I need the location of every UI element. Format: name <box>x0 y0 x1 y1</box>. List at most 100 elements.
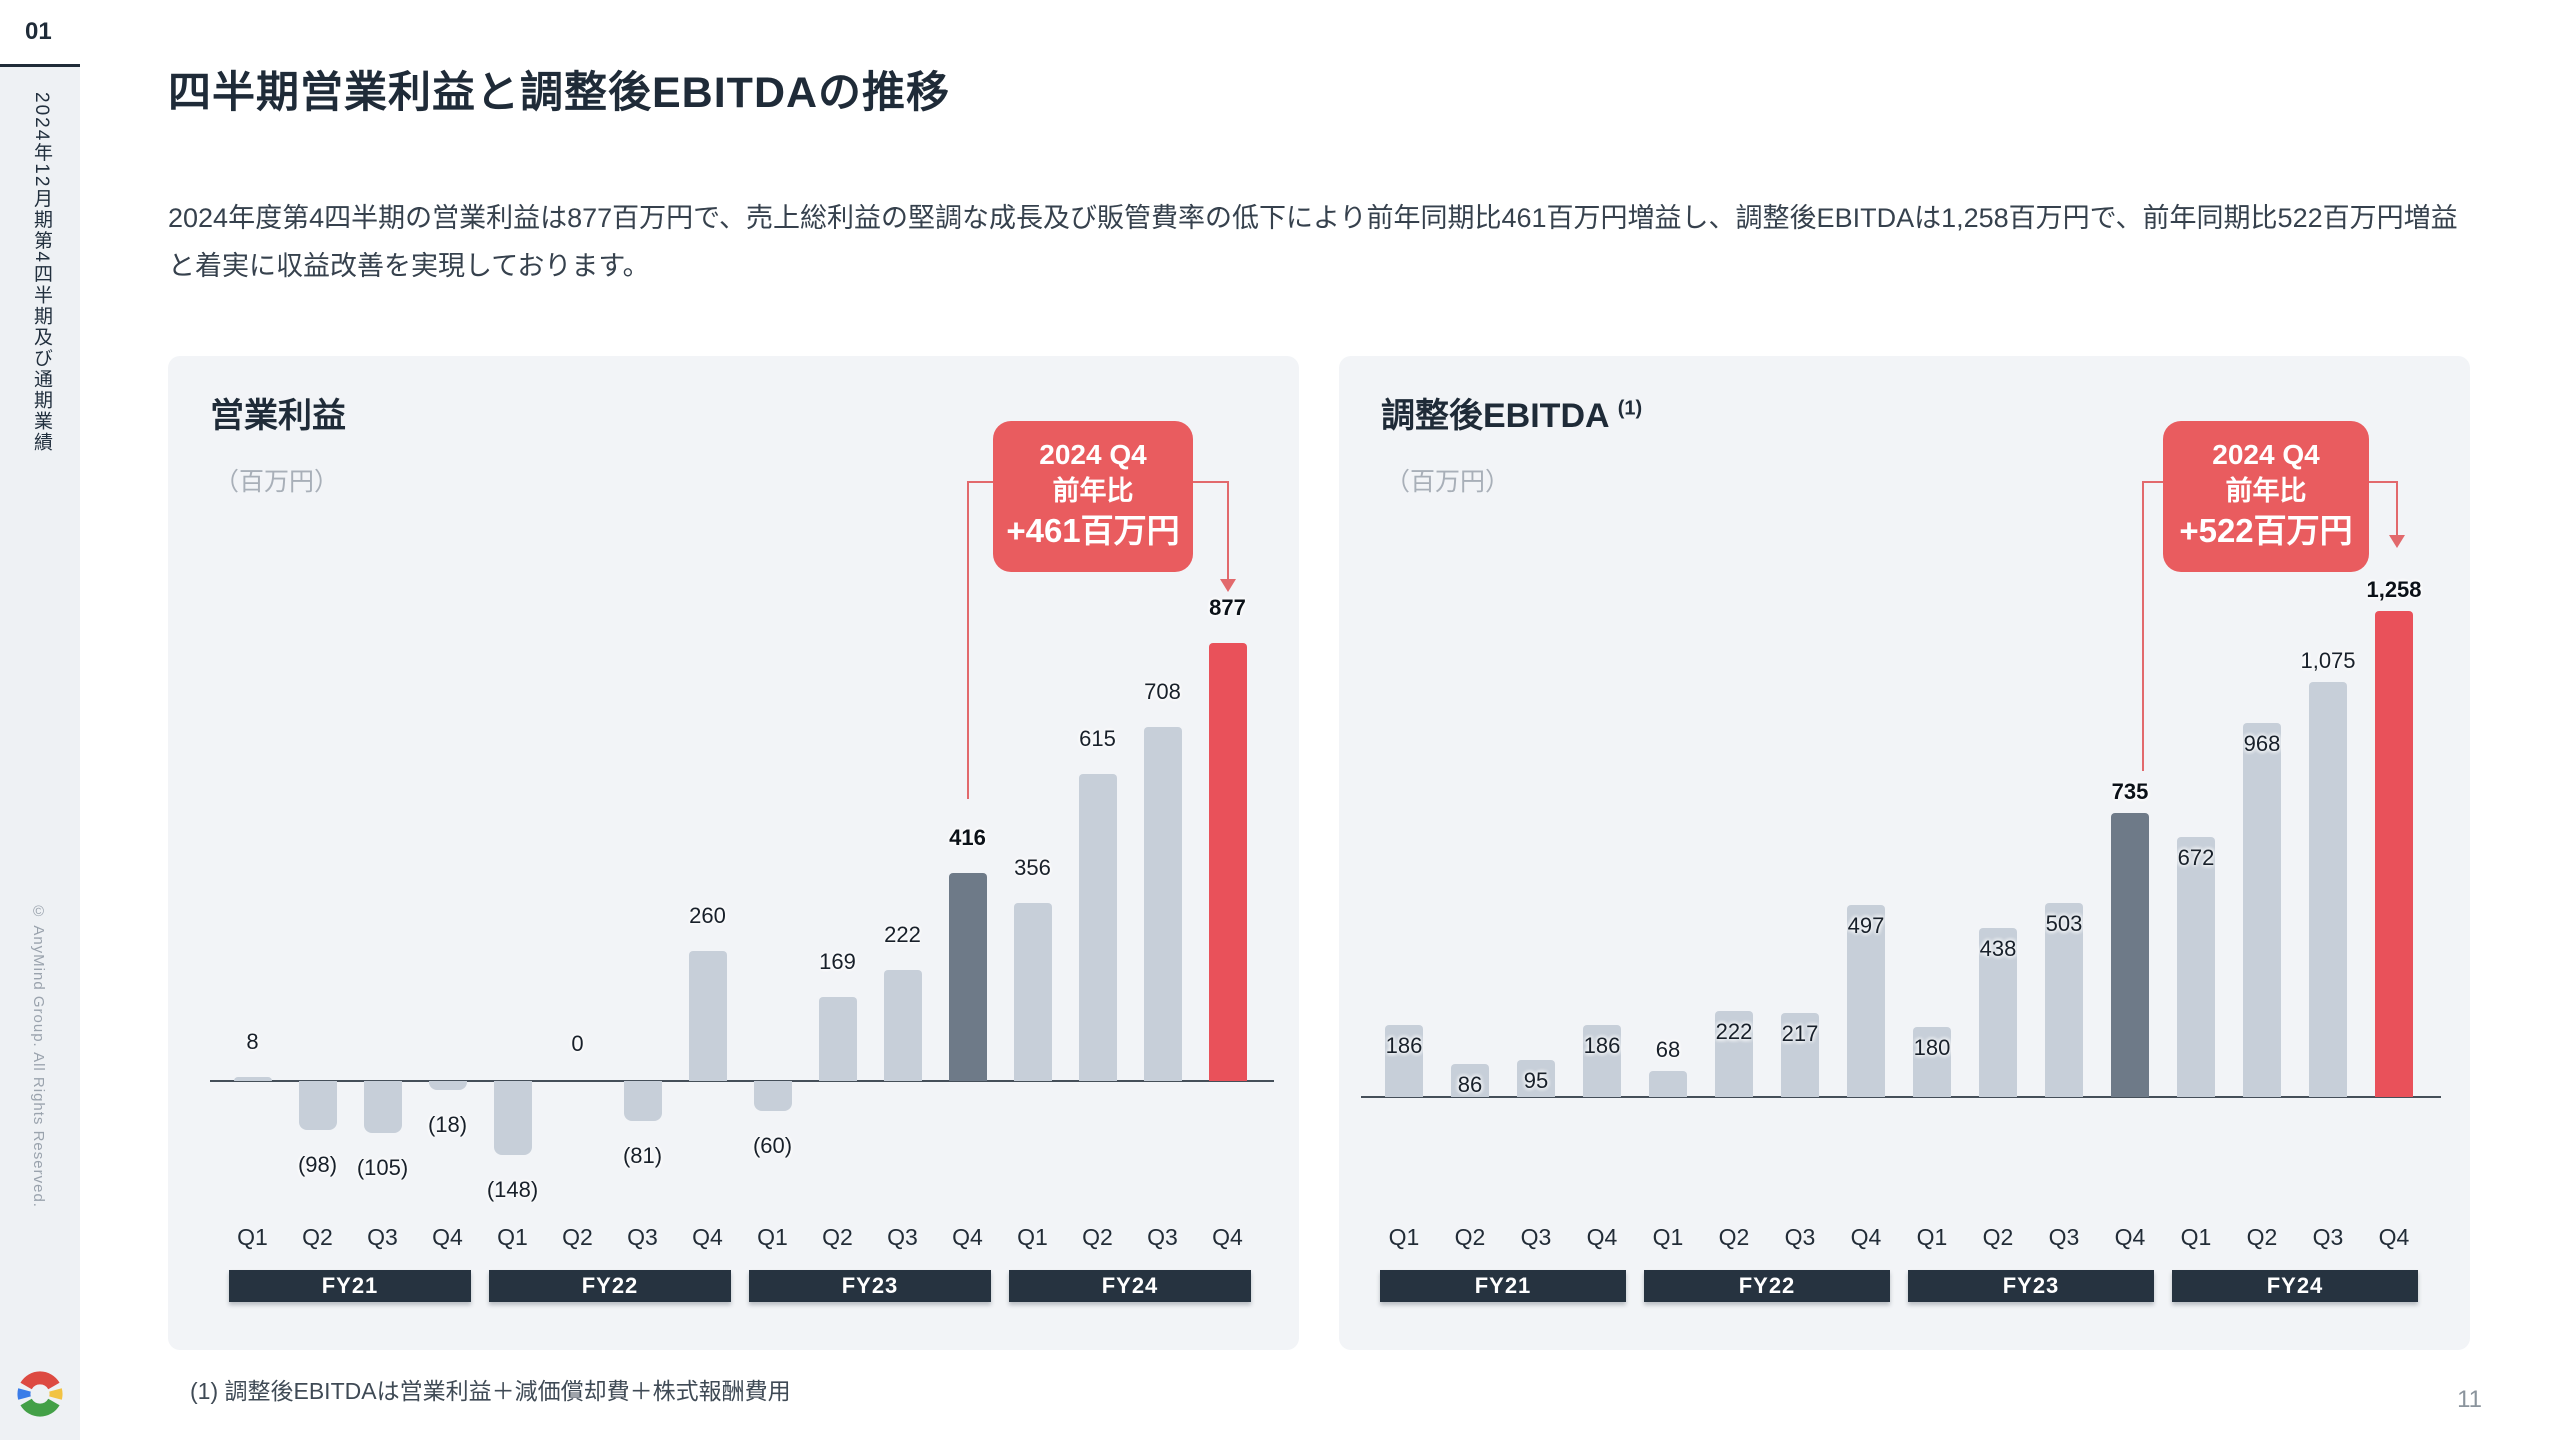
bar-value-label: (148) <box>486 1177 539 1202</box>
bar-value-label: 356 <box>1014 855 1051 880</box>
bar <box>299 1081 337 1130</box>
quarter-label: Q1 <box>1017 1224 1048 1250</box>
quarter-label: Q3 <box>1784 1224 1816 1250</box>
bar <box>1715 1011 1753 1097</box>
bar-value-label: 1,075 <box>2300 648 2356 673</box>
bar <box>1451 1064 1489 1097</box>
yoy-callout: 2024 Q4 前年比 +522百万円 <box>2163 421 2369 572</box>
bar-value-label: 186 <box>1385 1033 1423 1058</box>
bar-value-label: 708 <box>1144 679 1181 704</box>
quarter-label: Q4 <box>1212 1224 1243 1250</box>
bar-value-label: 86 <box>1457 1072 1483 1097</box>
fiscal-year-bands: FY21 FY22 FY23 FY24 <box>220 1270 1260 1302</box>
bar-plot: 8 (98) (105) (18) (148) 0 (81) 260 (60) 169 222 416… <box>210 595 1274 1216</box>
quarter-label: Q4 <box>2114 1224 2146 1250</box>
bar <box>1385 1025 1423 1097</box>
bar <box>234 1077 272 1081</box>
bar <box>2309 682 2347 1097</box>
bar <box>2045 903 2083 1097</box>
fiscal-year-band: FY24 <box>1009 1270 1251 1302</box>
quarter-label: Q3 <box>367 1224 398 1250</box>
bar-value-label: 180 <box>1913 1035 1951 1060</box>
bar-value-label: 735 <box>2111 779 2149 804</box>
bar <box>2111 813 2149 1097</box>
quarter-label: Q2 <box>1718 1224 1750 1250</box>
chart-title-note: (1) <box>1617 397 1643 420</box>
quarter-label: Q3 <box>2312 1224 2344 1250</box>
callout-arrow-icon <box>1220 579 1236 592</box>
callout-arrow-icon <box>2389 535 2405 548</box>
operating-profit-chart-panel: 営業利益 （百万円） 2024 Q4 前年比 +461百万円 8 (98) (105… <box>168 356 1299 1350</box>
quarter-label: Q2 <box>822 1224 853 1250</box>
x-axis-line <box>1361 1096 2441 1098</box>
bar <box>624 1081 662 1121</box>
callout-connector <box>2367 481 2398 483</box>
quarter-label: Q1 <box>757 1224 788 1250</box>
sidebar: 01 2024年12月期第4四半期及び通期業績 © AnyMind Group.… <box>0 0 80 1440</box>
bar <box>2177 837 2215 1097</box>
quarter-label: Q1 <box>1916 1224 1948 1250</box>
bar <box>1583 1025 1621 1097</box>
bar <box>1847 905 1885 1097</box>
bar-value-label: 169 <box>819 949 856 974</box>
fiscal-year-band: FY21 <box>229 1270 471 1302</box>
bar-value-label: 968 <box>2243 731 2281 756</box>
callout-line2: 前年比 <box>2225 476 2307 506</box>
bar-plot: 186 86 95 186 68 222 217 497 180 438 503 735 672 968 1… <box>1361 577 2441 1216</box>
adjusted-ebitda-chart-panel: 調整後EBITDA (1) （百万円） 2024 Q4 前年比 +522百万円 … <box>1339 356 2470 1350</box>
callout-connector <box>967 481 969 799</box>
bar <box>1517 1060 1555 1097</box>
quarter-label: Q2 <box>1082 1224 1113 1250</box>
bar-value-label: 8 <box>246 1029 259 1054</box>
bar-value-label: 186 <box>1583 1033 1621 1058</box>
bar <box>2243 723 2281 1097</box>
callout-line3: +461百万円 <box>1006 512 1180 549</box>
bar <box>689 951 727 1081</box>
yoy-callout: 2024 Q4 前年比 +461百万円 <box>993 421 1193 572</box>
quarter-label: Q1 <box>237 1224 268 1250</box>
bar-value-label: 497 <box>1847 913 1885 938</box>
section-number: 01 <box>0 0 80 67</box>
bar <box>1913 1027 1951 1097</box>
bar-value-label: 1,258 <box>2366 577 2422 602</box>
bar <box>884 970 922 1081</box>
footnote: (1) 調整後EBITDAは営業利益＋減価償却費＋株式報酬費用 <box>190 1378 791 1404</box>
chart-title: 調整後EBITDA (1) <box>1381 388 1642 437</box>
callout-connector <box>2142 481 2165 483</box>
chart-title-text: 調整後EBITDA <box>1381 397 1609 435</box>
bar <box>1781 1013 1819 1097</box>
quarter-label: Q3 <box>887 1224 918 1250</box>
bar-value-label: 416 <box>949 825 986 850</box>
quarter-label: Q4 <box>1586 1224 1618 1250</box>
bar <box>1209 643 1247 1081</box>
fiscal-year-band: FY22 <box>489 1270 731 1302</box>
bar-value-label: 0 <box>571 1031 584 1056</box>
fiscal-year-band: FY24 <box>2172 1270 2418 1302</box>
quarter-label: Q2 <box>562 1224 593 1250</box>
chart-title: 営業利益 <box>210 388 346 437</box>
bar <box>494 1081 532 1155</box>
callout-connector <box>2396 481 2398 537</box>
fiscal-year-band: FY22 <box>1644 1270 1890 1302</box>
bar-value-label: (18) <box>427 1112 468 1137</box>
fiscal-year-band: FY23 <box>749 1270 991 1302</box>
copyright-text: © AnyMind Group. All Rights Reserved. <box>30 903 47 1208</box>
body-paragraph: 2024年度第4四半期の営業利益は877百万円で、売上総利益の堅調な成長及び販管… <box>168 203 2458 281</box>
quarter-label: Q1 <box>497 1224 528 1250</box>
quarter-label: Q3 <box>627 1224 658 1250</box>
bar <box>1144 727 1182 1081</box>
bar-value-label: 217 <box>1781 1021 1819 1046</box>
anymind-logo-icon <box>17 1371 63 1417</box>
bar <box>429 1081 467 1090</box>
callout-line1: 2024 Q4 <box>2212 439 2320 470</box>
bar <box>364 1081 402 1133</box>
bar <box>2375 611 2413 1097</box>
quarter-label: Q3 <box>1147 1224 1178 1250</box>
bar-value-label: 68 <box>1655 1037 1681 1062</box>
bar <box>1979 928 2017 1097</box>
bar <box>1014 903 1052 1081</box>
bar-value-label: 222 <box>884 922 921 947</box>
bar-value-label: 438 <box>1979 936 2017 961</box>
fiscal-year-band: FY23 <box>1908 1270 2154 1302</box>
bar <box>1649 1071 1687 1097</box>
